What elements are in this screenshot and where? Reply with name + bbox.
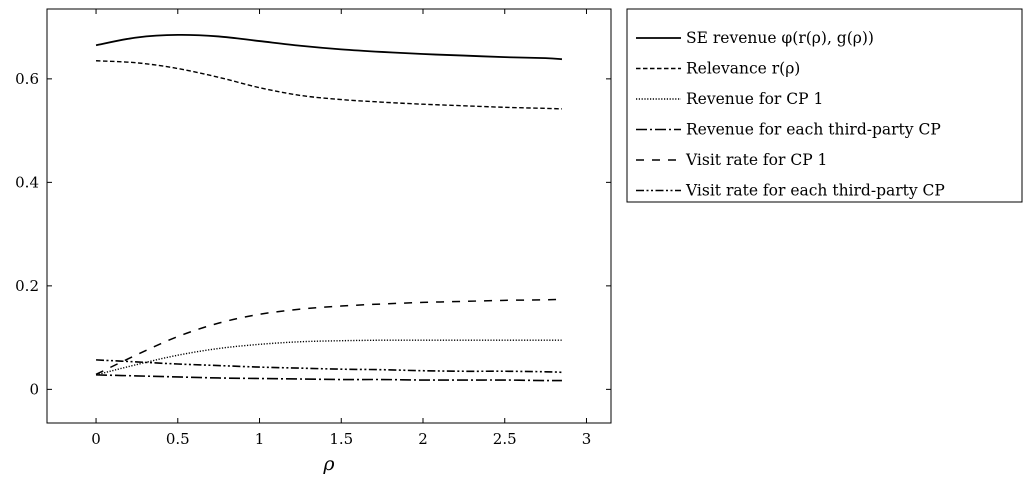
x-axis-title: ρ xyxy=(322,453,335,475)
legend-label-2: Relevance r(ρ) xyxy=(686,60,800,78)
x-tick-label: 2 xyxy=(418,430,428,448)
y-tick-label: 0.6 xyxy=(15,70,39,88)
series-lines xyxy=(95,33,563,382)
legend-label-5: Visit rate for CP 1 xyxy=(685,151,827,169)
x-tick-label: 0.5 xyxy=(166,430,190,448)
legend-label-3: Revenue for CP 1 xyxy=(686,90,823,108)
y-tick-label: 0.2 xyxy=(15,277,39,295)
x-tick-label: 1.5 xyxy=(329,430,353,448)
legend-frame xyxy=(626,8,1023,203)
x-tick-label: 0 xyxy=(91,430,101,448)
series-line-2 xyxy=(96,60,562,110)
x-tick-label: 1 xyxy=(255,430,265,448)
axis-ticks: 0 0.5 1 1.5 2 2.5 3 0 0.2 0.4 0.6 xyxy=(15,9,611,448)
x-tick-label: 3 xyxy=(582,430,592,448)
series-line-4 xyxy=(96,374,562,382)
series-line-6 xyxy=(96,359,562,374)
legend: SE revenue φ(r(ρ), g(ρ)) Relevance r(ρ) Re… xyxy=(636,29,945,200)
series-line-1 xyxy=(95,33,563,61)
series-line-3 xyxy=(95,339,562,376)
legend-label-6: Visit rate for each third-party CP xyxy=(685,182,945,200)
y-tick-label: 0.4 xyxy=(15,173,39,191)
legend-label-1: SE revenue φ(r(ρ), g(ρ)) xyxy=(686,29,874,47)
x-tick-label: 2.5 xyxy=(493,430,517,448)
plot-frame xyxy=(46,8,612,424)
y-tick-label: 0 xyxy=(29,380,39,398)
legend-label-4: Revenue for each third-party CP xyxy=(686,121,941,139)
series-line-5 xyxy=(95,298,562,376)
